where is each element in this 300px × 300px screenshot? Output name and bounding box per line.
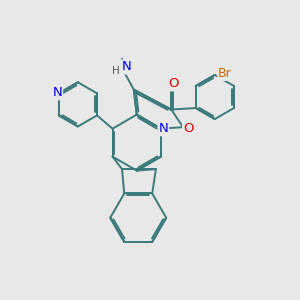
Text: O: O [183, 122, 194, 135]
Text: Br: Br [218, 67, 232, 80]
Text: N: N [52, 86, 62, 99]
Text: N: N [122, 61, 131, 74]
Text: H: H [112, 66, 119, 76]
Text: O: O [168, 77, 179, 90]
Text: N: N [158, 122, 168, 135]
